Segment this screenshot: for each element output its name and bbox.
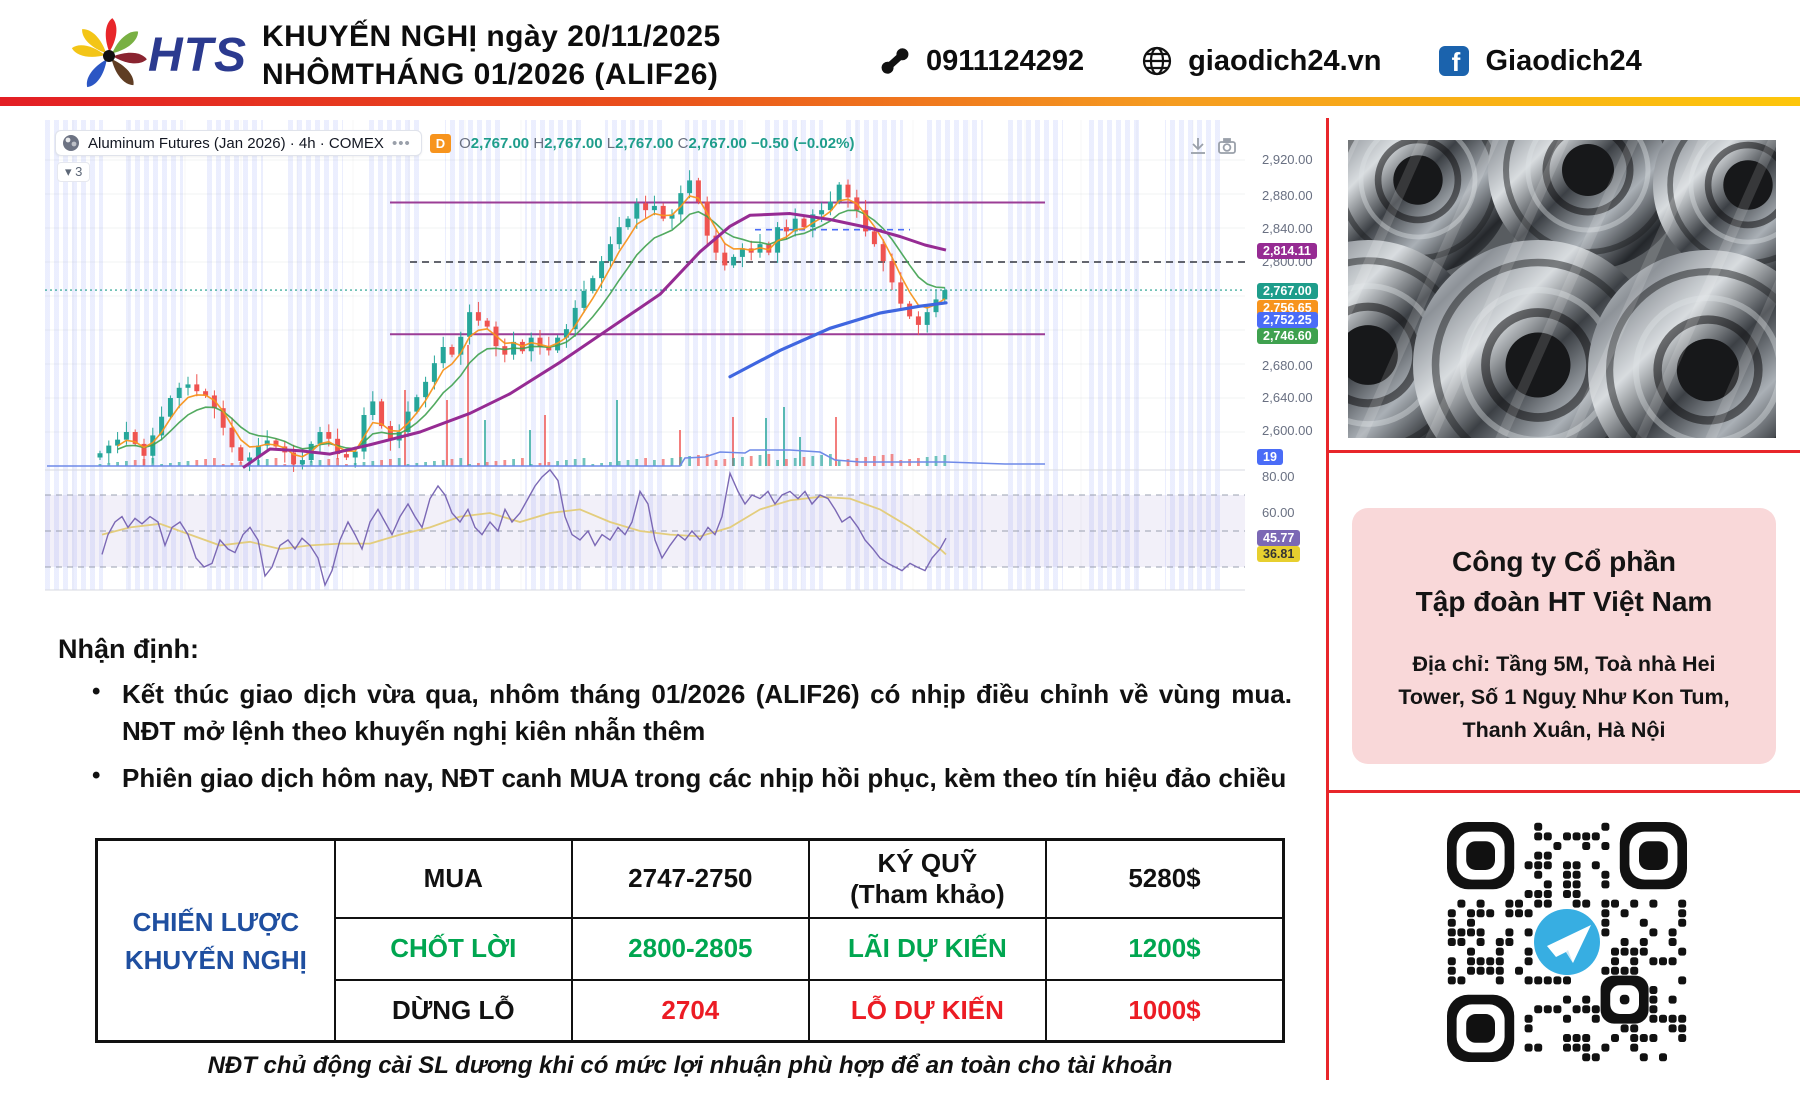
price-badge: 2,752.25 xyxy=(1257,312,1318,328)
margin-value-cell: 5280$ xyxy=(1044,838,1285,919)
axis-tick-label: 2,640.00 xyxy=(1262,390,1313,405)
low-value: 2,767.00 xyxy=(615,134,674,152)
price-badge: 2,746.60 xyxy=(1257,328,1318,344)
timeframe-badge[interactable]: D xyxy=(429,133,452,153)
indicator-collapse-toggle[interactable]: ▾ 3 xyxy=(57,162,91,182)
header-title: KHUYẾN NGHỊ ngày 20/11/2025 NHÔMTHÁNG 01… xyxy=(262,18,721,94)
chart-legend: Aluminum Futures (Jan 2026) · 4h · COMEX… xyxy=(55,130,854,156)
session-stripes xyxy=(45,120,1245,590)
buy-range-cell: 2747-2750 xyxy=(570,838,810,919)
price-badge: 45.77 xyxy=(1257,530,1301,546)
panel-divider-2 xyxy=(1329,790,1800,793)
camera-icon[interactable] xyxy=(1217,136,1237,161)
telegram-qr-code xyxy=(1447,822,1687,1062)
symbol-logo-icon xyxy=(63,135,79,151)
chevron-down-icon: ▾ xyxy=(65,164,72,179)
website-contact: giaodich24.vn xyxy=(1140,44,1381,78)
facebook-icon: f xyxy=(1439,46,1470,77)
margin-label-line2: (Tham khảo) xyxy=(850,878,1005,909)
axis-tick-label: 2,880.00 xyxy=(1262,188,1313,203)
expected-profit-label-cell: LÃI DỰ KIẾN xyxy=(807,916,1047,981)
bullet-item: • Phiên giao dịch hôm nay, NĐT canh MUA … xyxy=(92,760,1292,797)
open-value: 2,767.00 xyxy=(470,134,530,152)
axis-tick-label: 2,840.00 xyxy=(1262,221,1313,236)
indicator-count: 3 xyxy=(75,164,83,179)
website-url: giaodich24.vn xyxy=(1188,44,1382,77)
company-name-line1: Công ty Cổ phần xyxy=(1452,546,1676,577)
buy-action-cell: MUA xyxy=(333,838,573,919)
bullet-text: Phiên giao dịch hôm nay, NĐT canh MUA tr… xyxy=(122,763,1287,793)
margin-label-line1: KÝ QUỸ xyxy=(877,847,978,878)
assessment-heading: Nhận định: xyxy=(58,634,199,664)
price-axis[interactable]: 2,920.00 2,880.00 2,840.00 2,800.00 2,680.00… xyxy=(1245,120,1320,590)
footer-disclaimer: NĐT chủ động cài SL dương khi có mức lợi… xyxy=(207,1052,1173,1079)
take-profit-action-cell: CHỐT LỜI xyxy=(333,916,573,981)
company-address: Địa chỉ: Tầng 5M, Toà nhà Hei Tower, Số … xyxy=(1398,652,1730,742)
facebook-name: Giaodich24 xyxy=(1485,44,1642,77)
bullet-text: Kết thúc giao dịch vừa qua, nhôm tháng 0… xyxy=(122,679,1292,746)
globe-icon xyxy=(1142,46,1172,76)
panel-divider-1 xyxy=(1329,450,1800,453)
company-card: Công ty Cổ phần Tập đoàn HT Việt Nam Địa… xyxy=(1352,508,1776,764)
expected-loss-value-cell: 1000$ xyxy=(1044,978,1285,1043)
low-label: L xyxy=(606,134,616,152)
phone-number: 0911124292 xyxy=(926,44,1085,77)
axis-tick-label: 2,680.00 xyxy=(1262,358,1313,373)
stop-loss-value-cell: 2704 xyxy=(570,978,810,1043)
header-divider-gradient xyxy=(0,97,1800,106)
aluminum-coils-photo xyxy=(1348,140,1776,438)
svg-text:f: f xyxy=(1452,47,1461,77)
tradingview-chart[interactable]: Aluminum Futures (Jan 2026) · 4h · COMEX… xyxy=(45,120,1320,595)
open-label: O xyxy=(459,134,471,152)
change-value: −0.50 (−0.02%) xyxy=(751,134,855,152)
phone-icon xyxy=(881,48,909,74)
symbol-name: Aluminum Futures (Jan 2026) · 4h · COMEX xyxy=(88,134,384,152)
high-label: H xyxy=(533,134,545,152)
axis-tick-label: 60.00 xyxy=(1262,505,1295,520)
hts-logo-text: HTS xyxy=(148,29,247,82)
high-value: 2,767.00 xyxy=(544,134,603,152)
price-badge: 2,767.00 xyxy=(1257,283,1318,299)
hts-logo xyxy=(71,18,147,88)
contact-row: 0911124292 giaodich24.vn f Giaodich24 xyxy=(878,44,1642,78)
price-badge: 19 xyxy=(1257,449,1283,465)
download-icon[interactable] xyxy=(1188,136,1208,161)
panel-border-left xyxy=(1326,118,1329,1080)
axis-tick-label: 2,600.00 xyxy=(1262,423,1313,438)
strategy-label-line1: CHIẾN LƯỢC xyxy=(132,906,300,937)
chart-canvas[interactable] xyxy=(45,120,1320,595)
phone-contact: 0911124292 xyxy=(878,44,1084,78)
stop-loss-action-cell: DỪNG LỖ xyxy=(333,978,573,1043)
axis-tick-label: 2,920.00 xyxy=(1262,152,1313,167)
price-badge: 2,814.11 xyxy=(1257,243,1317,259)
strategy-table: CHIẾN LƯỢC KHUYẾN NGHỊ MUA 2747-2750 KÝ … xyxy=(95,838,1285,1043)
expected-loss-label-cell: LỖ DỰ KIẾN xyxy=(807,978,1047,1043)
title-line-2: NHÔMTHÁNG 01/2026 (ALIF26) xyxy=(262,58,719,91)
strategy-label-cell: CHIẾN LƯỢC KHUYẾN NGHỊ xyxy=(95,838,336,1043)
assessment-bullets: • Kết thúc giao dịch vừa qua, nhôm tháng… xyxy=(92,676,1292,807)
bullet-dot: • xyxy=(92,762,101,789)
axis-tick-label: 80.00 xyxy=(1262,469,1295,484)
strategy-label-line2: KHUYẾN NGHỊ xyxy=(124,944,307,975)
take-profit-range-cell: 2800-2805 xyxy=(570,916,810,981)
more-icon[interactable]: ••• xyxy=(391,134,411,152)
margin-label-cell: KÝ QUỸ (Tham khảo) xyxy=(807,838,1047,919)
bullet-item: • Kết thúc giao dịch vừa qua, nhôm tháng… xyxy=(92,676,1292,750)
facebook-contact: f Giaodich24 xyxy=(1437,44,1642,78)
title-line-1: KHUYẾN NGHỊ ngày 20/11/2025 xyxy=(262,20,721,53)
price-badge: 36.81 xyxy=(1257,546,1301,562)
close-label: C xyxy=(677,134,689,152)
symbol-pill[interactable]: Aluminum Futures (Jan 2026) · 4h · COMEX… xyxy=(55,130,422,156)
expected-profit-value-cell: 1200$ xyxy=(1044,916,1285,981)
company-name-line2: Tập đoàn HT Việt Nam xyxy=(1415,586,1713,617)
close-value: 2,767.00 xyxy=(688,134,747,152)
bullet-dot: • xyxy=(92,678,101,705)
